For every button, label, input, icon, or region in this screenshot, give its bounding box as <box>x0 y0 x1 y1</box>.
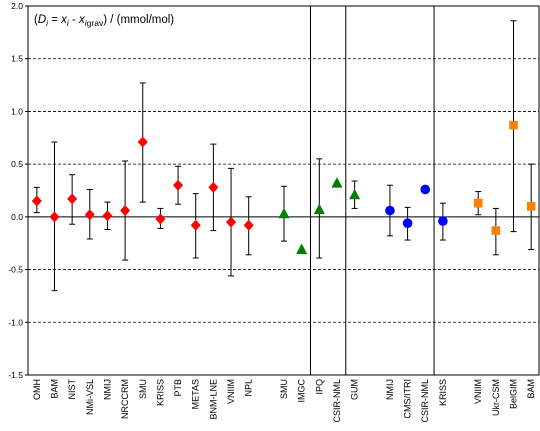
data-markers <box>31 120 536 255</box>
diamond-point <box>120 205 131 217</box>
title-segment: i <box>46 18 49 28</box>
title-segment: i <box>67 18 70 28</box>
y-tick-label: 0.0 <box>11 212 23 222</box>
diamond-point <box>67 193 78 205</box>
x-tick-label: OMH <box>32 379 42 400</box>
x-tick-label: NPL <box>244 379 254 397</box>
x-tick-label: CMS/ITRI <box>403 379 413 419</box>
x-tick-label: VNIIM <box>473 379 483 404</box>
x-axis-ticks: OMH BAM NIST NMi-VSL NMIJ NRCCRM SMU KRISS PTB ME… <box>32 379 536 423</box>
circle-point <box>385 205 395 216</box>
y-tick-label: -0.5 <box>8 265 23 275</box>
triangle-point <box>313 203 325 214</box>
group-separators <box>309 6 435 375</box>
triangle-point <box>278 207 290 219</box>
y-tick-label: -1.0 <box>8 317 23 327</box>
x-tick-label: SMU <box>279 379 289 399</box>
triangle-point <box>349 188 361 200</box>
diamond-point <box>226 216 237 228</box>
diamond-point <box>155 213 166 225</box>
title-segment: D <box>38 14 46 26</box>
x-tick-label: VNIIM <box>226 379 236 404</box>
title-segment: x <box>60 14 68 26</box>
x-tick-label: KRISS <box>438 379 448 406</box>
y-tick-label: 0.5 <box>11 159 23 169</box>
diamond-point <box>173 179 184 191</box>
x-tick-label: PTB <box>173 379 183 397</box>
x-tick-label: NMi-VSL <box>85 379 95 415</box>
title-segment: ) / (mmol/mol) <box>103 14 174 26</box>
x-tick-label: NMIJ <box>102 379 112 400</box>
x-tick-label: BAM <box>49 379 59 399</box>
x-tick-label: GUM <box>350 379 360 400</box>
title-segment: - <box>69 14 79 26</box>
triangle-point <box>296 243 308 255</box>
y-tick-label: -1.5 <box>8 370 23 380</box>
square-point <box>473 198 483 208</box>
triangle-point <box>331 177 343 188</box>
y-tick-label: 1.0 <box>11 106 23 116</box>
diamond-point <box>84 209 95 221</box>
square-point <box>526 202 536 211</box>
x-tick-label: BAM <box>526 379 536 399</box>
diamond-point <box>31 195 42 207</box>
circle-point <box>438 216 448 226</box>
x-tick-label: IPQ <box>314 379 324 395</box>
diamond-point <box>208 181 219 193</box>
y-axis-ticks: 2.0 1.5 1.0 0.5 0.0 -0.5 -1.0 -1.5 <box>8 1 28 380</box>
diamond-point <box>102 210 113 222</box>
square-point <box>491 226 501 235</box>
square-point <box>509 120 518 130</box>
title-segment: i <box>85 18 88 28</box>
x-tick-label: NMIJ <box>385 379 395 400</box>
circle-point <box>402 218 413 228</box>
x-tick-label: KRISS <box>155 379 165 406</box>
circle-point <box>420 184 431 195</box>
diamond-point <box>243 219 254 231</box>
title-segment: = <box>48 14 61 26</box>
x-tick-label: IMGC <box>297 379 307 403</box>
title-segment: x <box>78 14 86 26</box>
x-tick-label: NRCCRM <box>120 379 130 419</box>
y-tick-label: 2.0 <box>11 1 23 11</box>
diamond-point <box>49 211 60 223</box>
x-tick-label: METAS <box>191 379 201 409</box>
x-tick-label: CSIR-NML <box>332 379 342 423</box>
diamond-point <box>190 219 201 231</box>
x-tick-label: BNM-LNE <box>208 379 218 420</box>
chart-title: (Di = xi - xigrav) / (mmol/mol) <box>34 14 174 28</box>
x-tick-label: NIST <box>67 379 77 400</box>
title-segment: grav <box>87 18 104 28</box>
x-tick-label: Ukr-CSM <box>491 379 501 416</box>
title-segment: ( <box>34 14 38 26</box>
x-tick-label: SMU <box>138 379 148 399</box>
x-tick-label: BelGIM <box>509 379 519 409</box>
x-tick-label: CSIR-NML <box>420 379 430 423</box>
y-tick-label: 1.5 <box>11 54 23 64</box>
grid-lines <box>28 58 539 323</box>
diamond-point <box>137 136 148 148</box>
